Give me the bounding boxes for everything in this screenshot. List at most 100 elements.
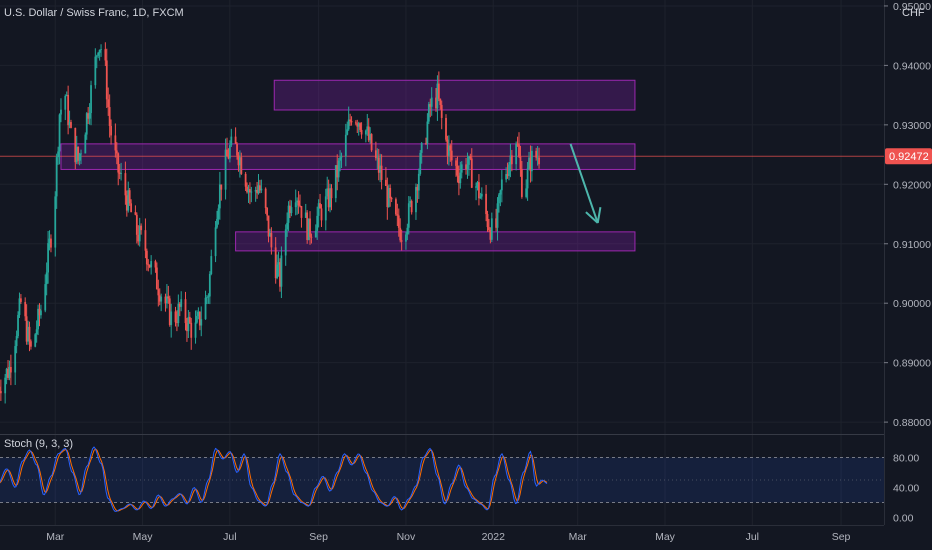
candle-body — [145, 250, 148, 265]
candle-body — [349, 119, 352, 121]
candle-body — [495, 218, 498, 228]
forecast-arrow[interactable] — [569, 143, 602, 224]
candle-body — [254, 189, 257, 192]
candle-body — [446, 139, 449, 156]
arrow-shaft[interactable] — [569, 143, 599, 224]
candle-body — [176, 322, 178, 324]
candle-body — [34, 334, 37, 347]
candle-body — [346, 129, 349, 135]
candle-body — [310, 236, 313, 238]
candle-body — [384, 179, 387, 186]
candle-body — [80, 153, 82, 155]
candle-body — [440, 104, 443, 118]
price-tick-label: 0.89000 — [893, 358, 931, 370]
candle-body — [395, 199, 397, 215]
candle-body — [296, 200, 299, 203]
candle-body — [55, 157, 58, 197]
candle-body — [148, 264, 151, 268]
candle-body — [330, 188, 333, 199]
candle-body — [47, 243, 49, 273]
candle-body — [380, 165, 383, 180]
candle-body — [187, 316, 190, 332]
candle-body — [210, 256, 213, 275]
candle-body — [27, 326, 29, 342]
candle-body — [515, 143, 518, 165]
candle-body — [250, 191, 253, 193]
candle-body — [236, 143, 238, 156]
indicator-label[interactable]: Stoch (9, 3, 3) — [4, 438, 73, 450]
candle-body — [257, 185, 260, 194]
price-tick-label: 0.93000 — [893, 120, 931, 132]
candle-body — [114, 135, 117, 151]
candle-body — [366, 126, 369, 131]
candle-body — [529, 157, 532, 172]
candle-body — [359, 123, 362, 130]
time-axis[interactable]: Mar May Jul Sep Nov 2022 Mar May Jul Sep — [0, 525, 884, 544]
candle-body — [289, 205, 291, 214]
candle-body — [519, 156, 522, 169]
candle-body — [105, 60, 108, 100]
candle-body — [286, 222, 289, 230]
candle-body — [144, 230, 147, 251]
candle-body — [227, 156, 230, 159]
candle-body — [409, 201, 412, 204]
candle-body — [390, 198, 393, 200]
candle-body — [95, 55, 98, 57]
candle-body — [214, 227, 217, 257]
price-axis[interactable]: 0.95000 0.94000 0.93000 0.92000 0.91000 0.900… — [884, 1, 931, 429]
candle-body — [369, 134, 372, 141]
candle-body — [228, 145, 231, 159]
candle-body — [208, 274, 211, 297]
candle-body — [334, 165, 337, 199]
candle-body — [304, 212, 307, 218]
candle-body — [327, 188, 330, 208]
arrow-head[interactable] — [596, 207, 602, 224]
candle-body — [376, 157, 379, 159]
time-tick-label: Mar — [569, 531, 588, 543]
candle-body — [526, 168, 529, 189]
candle-body — [84, 134, 87, 154]
candle-body — [226, 149, 228, 157]
candlestick-series — [0, 42, 540, 404]
time-tick-label: 2022 — [482, 531, 506, 543]
candle-body — [138, 225, 141, 242]
resistance-support-zones[interactable] — [60, 79, 636, 252]
symbol-title[interactable]: U.S. Dollar / Swiss Franc, 1D, FXCM — [4, 7, 184, 19]
candle-body — [88, 113, 91, 119]
candle-body — [117, 153, 120, 173]
candle-body — [499, 190, 502, 195]
arrow-head[interactable] — [585, 211, 599, 224]
candle-body — [218, 184, 221, 209]
grid — [0, 0, 884, 525]
candle-body — [500, 179, 503, 191]
price-zone[interactable] — [273, 79, 636, 111]
candle-body — [178, 303, 181, 307]
candle-body — [256, 189, 258, 194]
candle-body — [387, 188, 390, 208]
candle-body — [8, 366, 11, 378]
candle-body — [538, 157, 540, 165]
candle-body — [118, 172, 121, 174]
candle-body — [24, 301, 27, 317]
price-tick-label: 0.88000 — [893, 417, 931, 429]
candle-body — [466, 164, 469, 170]
candle-body — [306, 212, 309, 240]
candle-body — [455, 160, 457, 166]
candle-body — [535, 150, 538, 158]
indicator-tick-label: 40.00 — [893, 483, 919, 495]
indicator-axis[interactable]: 80.00 40.00 0.00 — [893, 453, 919, 525]
candle-body — [309, 218, 311, 237]
candle-body — [204, 297, 207, 320]
candle-body — [520, 168, 523, 197]
candle-body — [74, 127, 77, 163]
candle-body — [485, 193, 487, 215]
candle-body — [435, 97, 437, 109]
price-tick-label: 0.95000 — [893, 1, 931, 13]
candle-body — [516, 143, 519, 145]
price-zone[interactable] — [235, 231, 636, 252]
candle-body — [508, 164, 510, 176]
price-tick-label: 0.92000 — [893, 179, 931, 191]
candle-body — [320, 208, 323, 221]
candle-body — [164, 296, 167, 304]
